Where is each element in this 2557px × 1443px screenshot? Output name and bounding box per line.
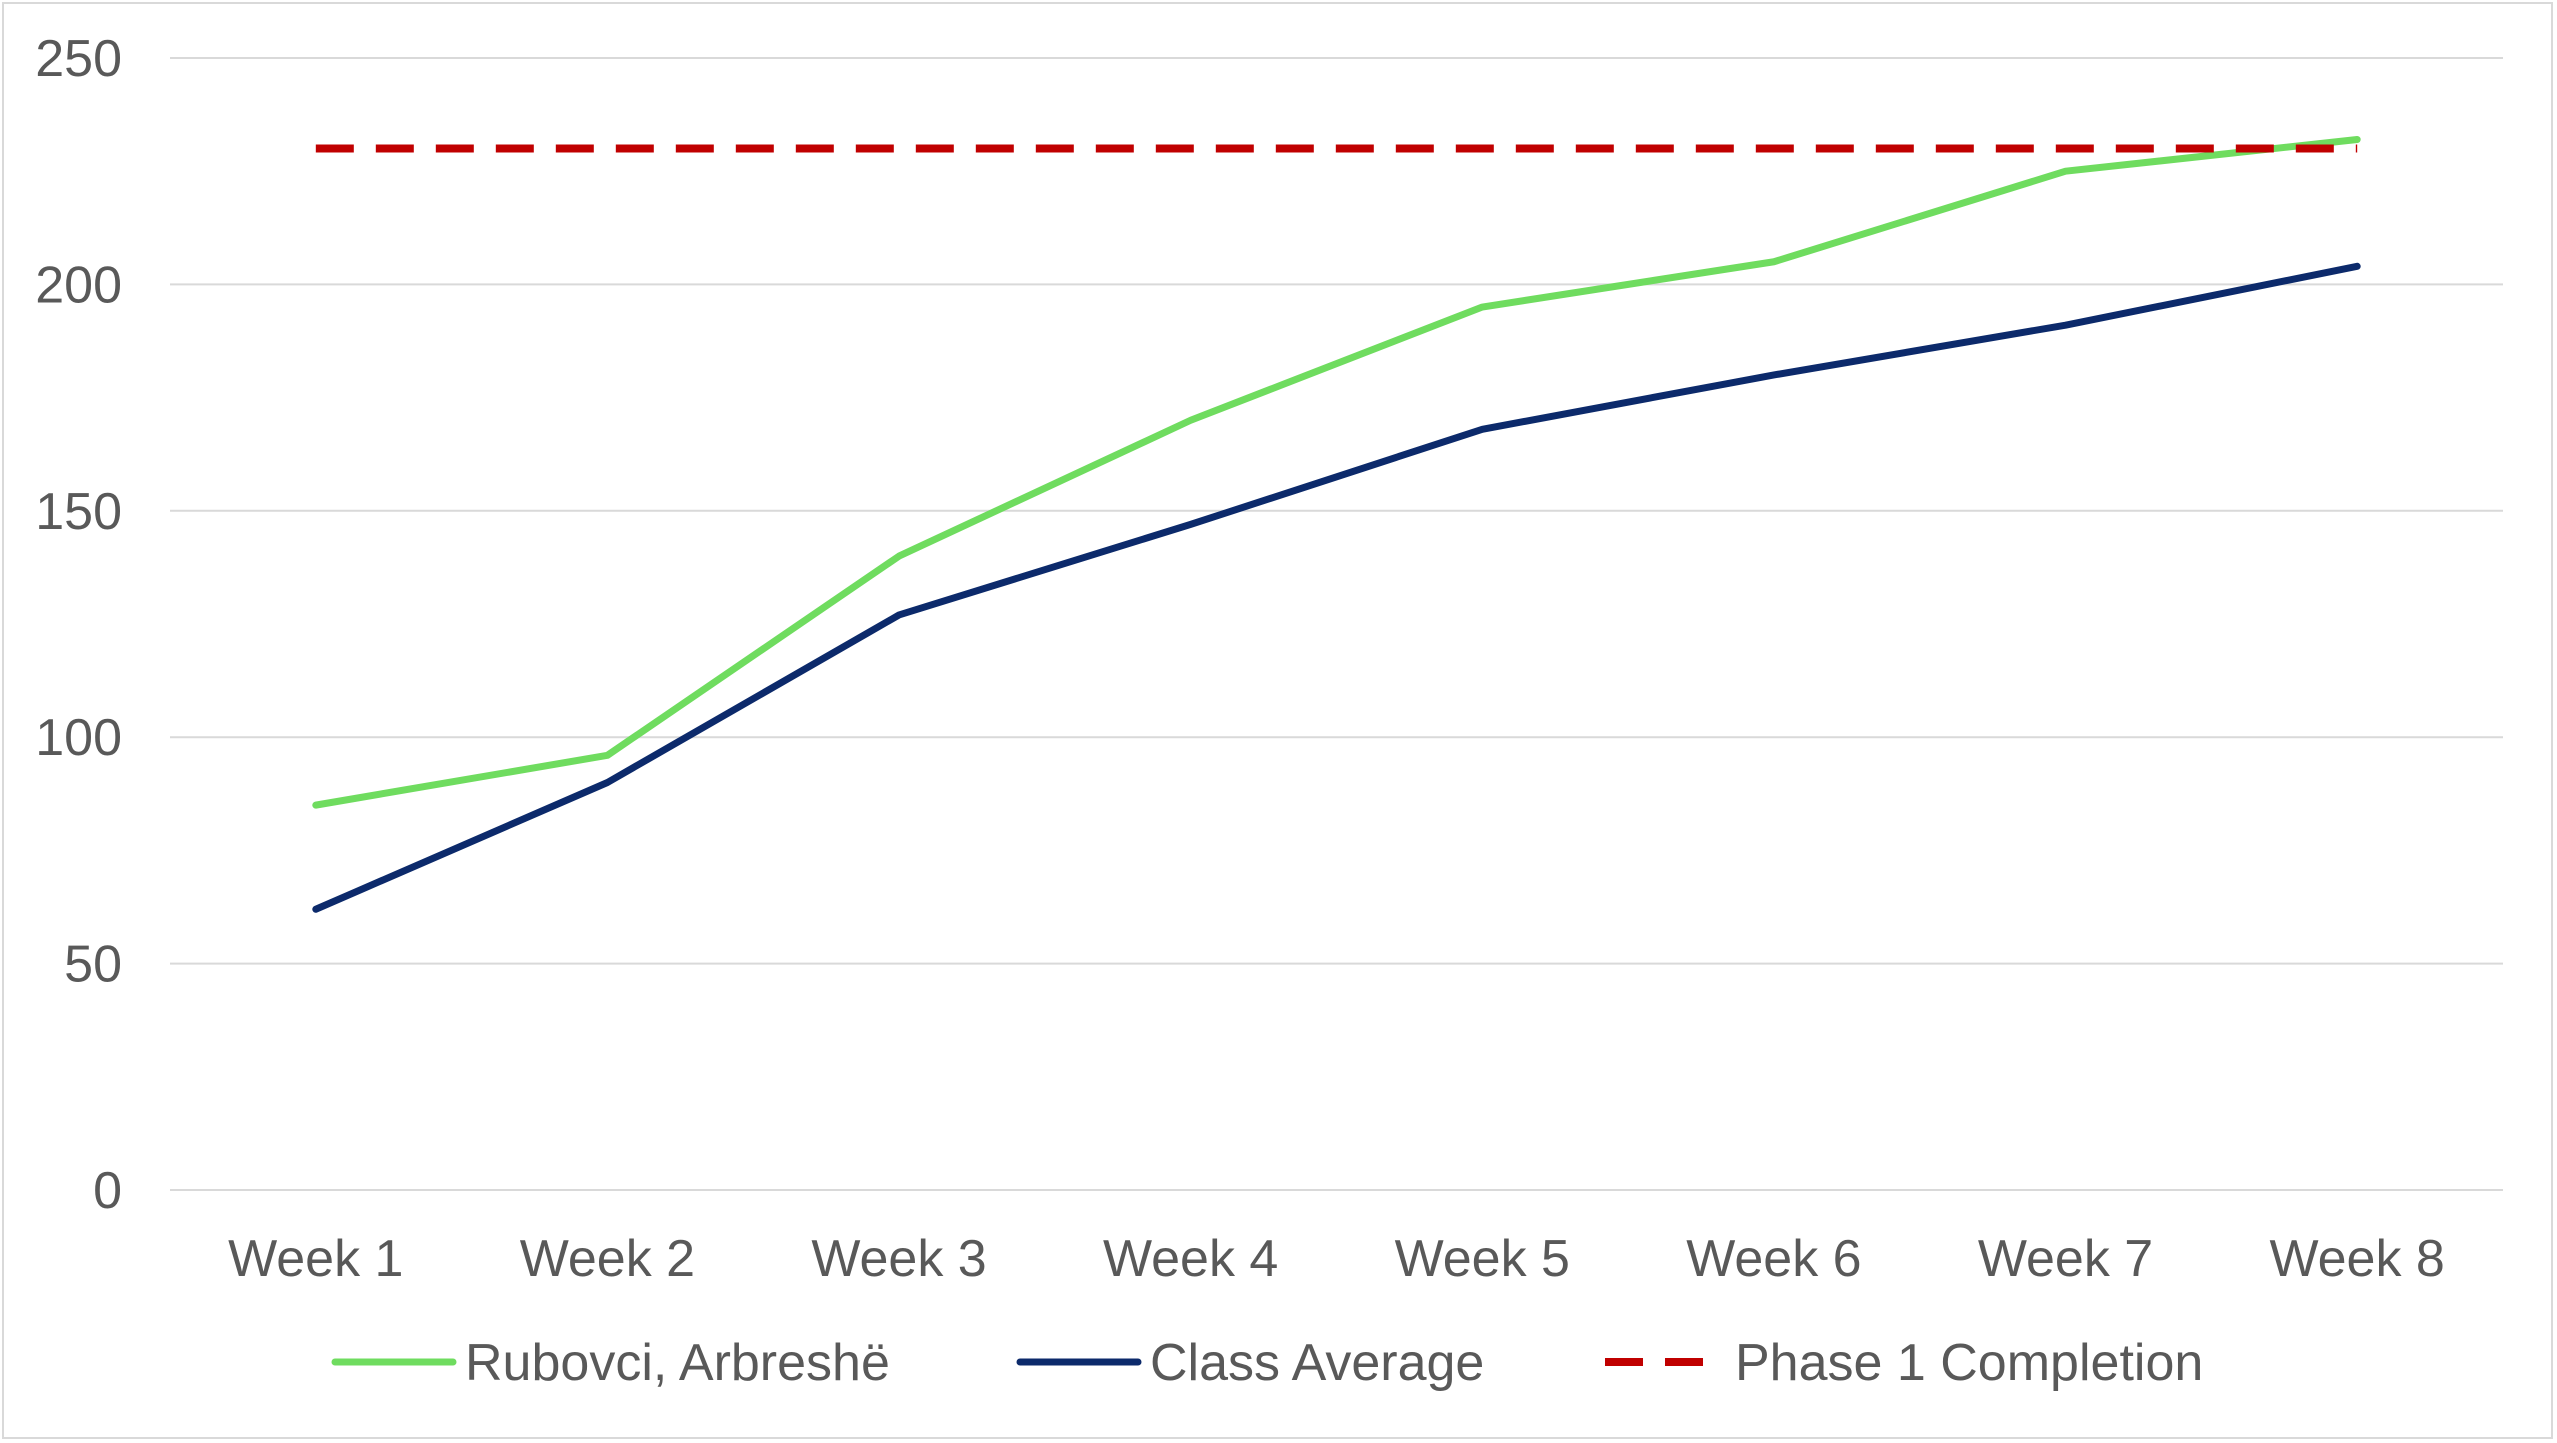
x-axis: Week 1 Week 2 Week 3 Week 4 Week 5 Week 6 Week…	[228, 1230, 2445, 1288]
y-tick-label: 100	[35, 709, 122, 767]
y-tick-label: 50	[64, 936, 122, 994]
legend-label: Rubovci, Arbreshë	[465, 1334, 890, 1392]
gridlines	[170, 57, 2503, 1191]
x-tick-label: Week 6	[1686, 1230, 1861, 1288]
x-tick-label: Week 8	[2270, 1230, 2445, 1288]
y-tick-label: 200	[35, 256, 122, 314]
y-axis: 0 50 100 150 200 250	[35, 30, 122, 1220]
y-tick-label: 250	[35, 30, 122, 88]
series-line-rubovci-arbresh	[312, 136, 2361, 809]
y-tick-label: 150	[35, 483, 122, 541]
legend-label: Class Average	[1150, 1334, 1484, 1392]
x-tick-label: Week 5	[1395, 1230, 1570, 1288]
x-tick-label: Week 4	[1103, 1230, 1278, 1288]
x-tick-label: Week 2	[520, 1230, 695, 1288]
series-line-class-average	[312, 262, 2361, 913]
legend: Rubovci, Arbreshë Class Average Phase 1 Co…	[331, 1334, 2203, 1392]
y-tick-label: 0	[93, 1162, 122, 1220]
x-tick-label: Week 3	[811, 1230, 986, 1288]
x-tick-label: Week 1	[228, 1230, 403, 1288]
series-lines	[312, 136, 2361, 913]
legend-label: Phase 1 Completion	[1735, 1334, 2203, 1392]
x-tick-label: Week 7	[1978, 1230, 2153, 1288]
